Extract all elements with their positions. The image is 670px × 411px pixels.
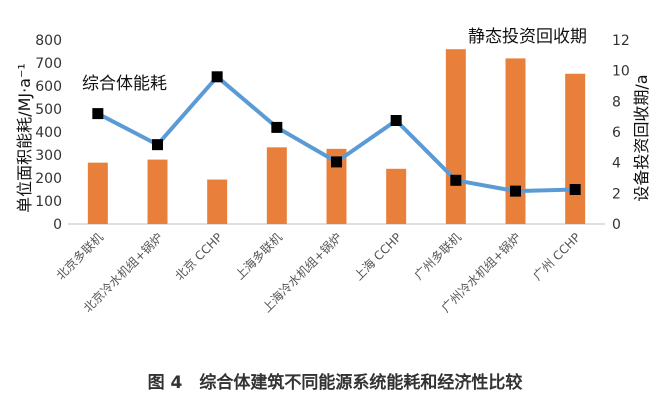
x-tick-label: 北京多联机 — [54, 230, 106, 282]
right-tick-label: 8 — [612, 94, 621, 110]
right-axis-label: 设备投资回收期/a — [632, 74, 651, 201]
line-marker — [569, 184, 581, 195]
bar — [266, 147, 287, 224]
bar — [87, 162, 108, 224]
bar — [386, 168, 407, 224]
left-tick-label: 0 — [53, 217, 62, 233]
figure-caption: 图 4 综合体建筑不同能源系统能耗和经济性比较 — [147, 373, 523, 393]
line-marker — [510, 185, 521, 197]
x-tick-label: 上海 CCHP — [351, 230, 405, 284]
right-tick-label: 12 — [612, 33, 630, 49]
line-marker — [92, 108, 104, 120]
right-tick-label: 2 — [612, 186, 621, 202]
bar — [445, 49, 466, 225]
left-tick-label: 500 — [35, 102, 62, 118]
right-tick-label: 0 — [612, 217, 621, 233]
right-tick-label: 6 — [612, 125, 621, 141]
line-marker — [211, 71, 223, 83]
bar — [147, 159, 168, 224]
left-tick-label: 100 — [35, 194, 62, 210]
line-marker — [152, 139, 163, 151]
line-marker — [271, 121, 283, 133]
bar — [565, 73, 586, 224]
bar — [505, 58, 526, 225]
line-marker — [450, 174, 462, 186]
x-tick-label: 广州多联机 — [412, 230, 464, 282]
left-tick-label: 400 — [35, 125, 62, 141]
bar — [326, 148, 347, 224]
x-tick-label: 北京 CCHP — [172, 230, 225, 283]
line-marker — [331, 156, 342, 168]
left-tick-label: 300 — [35, 148, 62, 164]
x-tick-label: 广州 CCHP — [530, 230, 583, 283]
annotation-bar-series: 静态投资回收期 — [468, 27, 587, 47]
x-tick-label: 上海多联机 — [232, 230, 285, 283]
left-tick-label: 600 — [35, 79, 62, 95]
right-tick-label: 10 — [612, 64, 630, 80]
bar — [207, 179, 228, 224]
left-tick-label: 800 — [35, 33, 62, 49]
left-tick-label: 700 — [35, 56, 62, 72]
right-tick-label: 4 — [612, 156, 621, 172]
left-axis-label: 单位面积能耗/MJ·a⁻¹ — [15, 63, 34, 213]
left-tick-label: 200 — [35, 171, 62, 187]
annotation-line-series: 综合体能耗 — [82, 74, 167, 94]
line-marker — [390, 115, 402, 126]
